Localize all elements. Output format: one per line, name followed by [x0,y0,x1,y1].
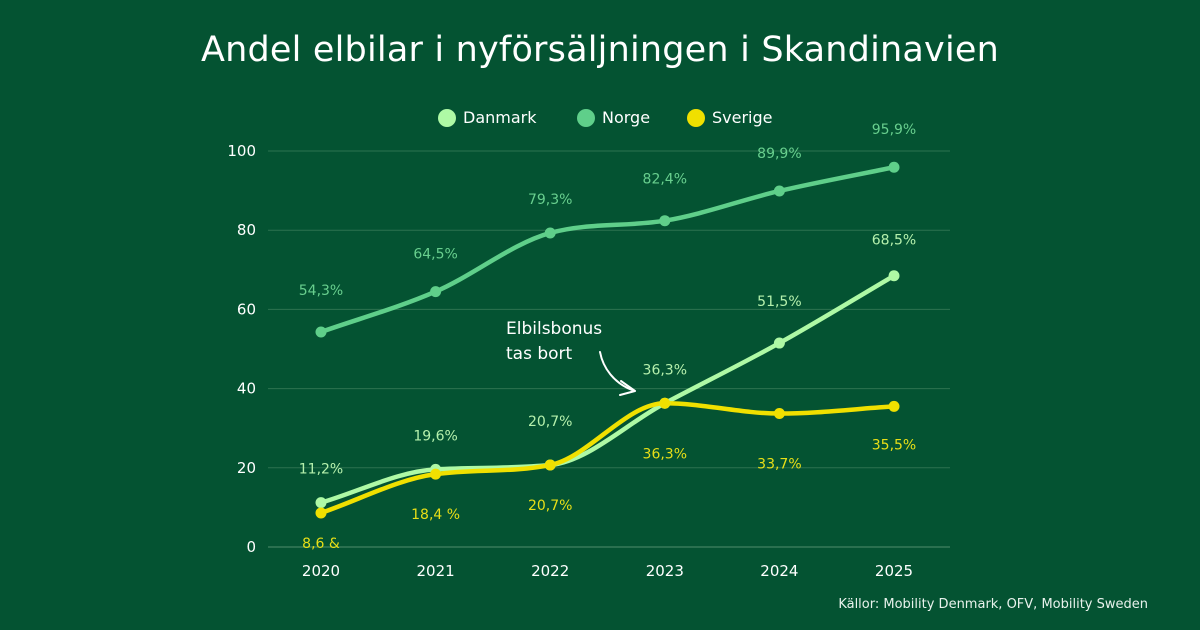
x-tick-label: 2024 [760,562,798,580]
source-note: Källor: Mobility Denmark, OFV, Mobility … [838,597,1148,612]
series-points [315,161,900,519]
legend-label-norge: Norge [602,108,650,127]
annotation: Elbilsbonus tas bort [506,319,636,396]
series-line-danmark [318,273,897,505]
data-point-danmark [773,337,785,349]
data-label-danmark: 19,6% [413,428,457,444]
data-label-sverige: 35,5% [872,437,916,453]
data-label-norge: 89,9% [757,146,801,162]
chart-title: Andel elbilar i nyförsäljningen i Skandi… [200,30,1000,70]
y-tick-label: 0 [246,538,256,556]
legend-marker-danmark [438,109,456,127]
data-point-sverige [659,397,671,409]
legend-marker-norge [577,109,595,127]
legend-marker-sverige [687,109,705,127]
y-tick-label: 100 [227,142,256,160]
annotation-arrowhead [619,380,636,396]
y-tick-label: 40 [237,380,256,398]
data-label-danmark: 51,5% [757,294,801,310]
legend-label-danmark: Danmark [463,108,537,127]
data-label-norge: 82,4% [643,172,687,188]
x-tick-label: 2023 [646,562,684,580]
legend-label-sverige: Sverige [712,108,773,127]
series-lines [318,164,897,516]
y-tick-label: 80 [237,221,256,239]
data-label-danmark: 20,7% [528,414,572,430]
data-point-norge [888,161,900,173]
legend: Danmark Norge Sverige [438,108,773,127]
data-label-sverige: 36,3% [643,446,687,462]
data-label-sverige: 33,7% [757,457,801,473]
data-point-danmark [315,497,327,509]
data-point-sverige [773,408,785,420]
y-tick-label: 60 [237,300,256,318]
data-label-norge: 79,3% [528,192,572,208]
data-label-norge: 64,5% [413,247,457,263]
data-point-danmark [888,270,900,282]
series-line-sverige [318,401,897,516]
data-point-sverige [888,400,900,412]
data-point-norge [659,215,671,227]
data-point-sverige [544,459,556,471]
data-point-sverige [430,468,442,480]
y-axis-ticks: 0 20 40 60 80 100 [227,142,256,556]
data-label-danmark: 11,2% [299,462,343,478]
data-point-norge [315,326,327,338]
data-label-sverige: 8,6 & [302,536,340,552]
annotation-arrow [599,351,633,391]
y-tick-label: 20 [237,459,256,477]
data-label-norge: 95,9% [872,122,916,138]
annotation-text: tas bort [506,344,573,364]
series-line-norge [318,164,897,335]
data-point-norge [773,185,785,197]
x-tick-label: 2021 [417,562,455,580]
data-point-norge [544,227,556,239]
data-labels: 11,2% 19,6% 20,7% 36,3% 51,5% 68,5% 54,3% 64,5%… [299,122,916,552]
data-label-danmark: 68,5% [872,233,916,249]
x-tick-label: 2020 [302,562,340,580]
data-label-danmark: 36,3% [643,362,687,378]
x-tick-label: 2022 [531,562,569,580]
data-label-sverige: 18,4 % [411,507,460,523]
x-tick-label: 2025 [875,562,913,580]
data-label-norge: 54,3% [299,283,343,299]
annotation-text: Elbilsbonus [506,319,602,339]
data-point-sverige [315,507,327,519]
data-label-sverige: 20,7% [528,498,572,514]
x-axis-ticks: 2020 2021 2022 2023 2024 2025 [302,562,913,580]
data-point-norge [430,286,442,298]
